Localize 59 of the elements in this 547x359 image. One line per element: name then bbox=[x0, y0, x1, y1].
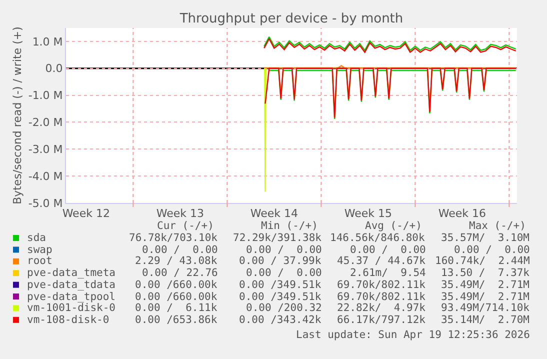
x-tick-label: Week 13 bbox=[156, 207, 204, 220]
text: 66.17k/797.12k bbox=[337, 314, 426, 326]
text: 0.00 / 0.00 bbox=[142, 244, 218, 256]
text: 0.00 / 6.11k bbox=[135, 302, 218, 314]
x-tick-label: Week 15 bbox=[344, 207, 392, 220]
legend-label: swap bbox=[27, 244, 52, 256]
text: 0.00 / 0.00 bbox=[246, 267, 322, 279]
text: 0.00 /343.42k bbox=[239, 314, 322, 326]
text: Max (-/+) bbox=[469, 220, 526, 232]
legend-label: vm-108-disk-0 bbox=[27, 314, 110, 326]
legend-label: root bbox=[27, 255, 52, 267]
text: 35.57M/ 3.10M bbox=[441, 232, 530, 244]
text: 35.49M/ 2.71M bbox=[441, 279, 530, 291]
y-tick-label: -2.0 M bbox=[28, 116, 63, 130]
text: 69.70k/802.11k bbox=[337, 279, 426, 291]
text: 35.14M/ 2.70M bbox=[441, 314, 530, 326]
text: 2.29 / 43.08k bbox=[135, 255, 218, 267]
text: Last update: Sun Apr 19 12:25:36 2026 bbox=[296, 329, 530, 341]
y-tick-label: -1.0 M bbox=[28, 89, 63, 102]
text: 146.56k/846.80k bbox=[330, 232, 426, 244]
text: Cur (-/+) bbox=[157, 220, 214, 232]
y-axis-title: Bytes/second read (-) / write (+) bbox=[10, 26, 24, 204]
text: 76.78k/703.10k bbox=[129, 232, 218, 244]
text: 160.74k/ 2.44M bbox=[435, 255, 530, 267]
text: 22.82k/ 4.97k bbox=[337, 302, 426, 314]
text: 2.61m/ 9.54 bbox=[350, 267, 426, 279]
x-tick-label: Week 16 bbox=[438, 207, 486, 220]
chart-title: Throughput per device - by month bbox=[178, 12, 404, 27]
text: 0.00 / 0.00 bbox=[246, 244, 322, 256]
x-tick-label: Week 12 bbox=[62, 207, 110, 220]
legend-label: pve-data_tdata bbox=[27, 279, 116, 291]
text: 93.49M/714.10k bbox=[441, 302, 530, 314]
text: 69.70k/802.11k bbox=[337, 291, 426, 303]
text: 0.00 /349.51k bbox=[239, 279, 322, 291]
text: 45.37 / 44.67k bbox=[337, 255, 426, 267]
text: 0.00 / 0.00 bbox=[454, 244, 530, 256]
text: 13.50 / 7.37k bbox=[441, 267, 530, 279]
y-tick-label: -5.0 M bbox=[28, 196, 63, 210]
legend-label: vm-1001-disk-0 bbox=[27, 302, 116, 314]
text: 0.00 /653.86k bbox=[135, 314, 218, 326]
y-tick-label: 1.0 M bbox=[32, 35, 63, 48]
y-tick-label: -3.0 M bbox=[28, 143, 63, 156]
y-tick-label: 0.0 bbox=[45, 62, 63, 76]
text: 35.49M/ 2.71M bbox=[441, 291, 530, 303]
y-tick-label: -4.0 M bbox=[28, 170, 63, 183]
text: 0.00 / 0.00 bbox=[350, 244, 426, 256]
text: 0.00 /349.51k bbox=[239, 291, 322, 303]
x-tick-label: Week 14 bbox=[250, 207, 298, 220]
text: 0.00 /200.32 bbox=[246, 302, 322, 314]
text: 0.00 /660.00k bbox=[135, 291, 218, 303]
text: Min (-/+) bbox=[261, 220, 318, 232]
text: Avg (-/+) bbox=[365, 220, 422, 232]
legend-label: pve-data_tpool bbox=[27, 291, 116, 303]
text: 0.00 /660.00k bbox=[135, 279, 218, 291]
legend-label: sda bbox=[27, 232, 46, 244]
text: 0.00 / 37.99k bbox=[239, 255, 322, 267]
text: 0.00 / 22.76 bbox=[142, 267, 218, 279]
legend-label: pve-data_tmeta bbox=[27, 267, 116, 279]
text: 72.29k/391.38k bbox=[233, 232, 322, 244]
